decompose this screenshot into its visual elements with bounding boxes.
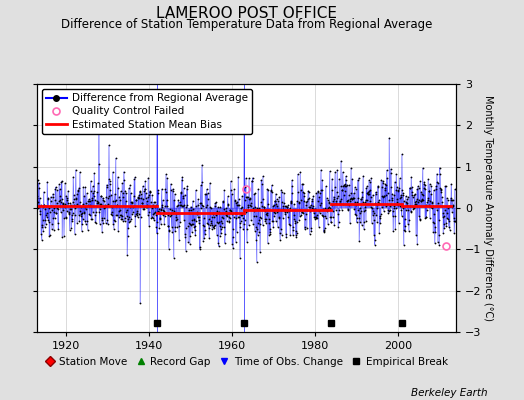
Y-axis label: Monthly Temperature Anomaly Difference (°C): Monthly Temperature Anomaly Difference (… xyxy=(483,95,493,321)
Text: Berkeley Earth: Berkeley Earth xyxy=(411,388,487,398)
Text: Difference of Station Temperature Data from Regional Average: Difference of Station Temperature Data f… xyxy=(61,18,432,31)
Legend: Difference from Regional Average, Quality Control Failed, Estimated Station Mean: Difference from Regional Average, Qualit… xyxy=(42,89,252,134)
Legend: Station Move, Record Gap, Time of Obs. Change, Empirical Break: Station Move, Record Gap, Time of Obs. C… xyxy=(41,354,451,370)
Text: LAMEROO POST OFFICE: LAMEROO POST OFFICE xyxy=(156,6,337,21)
